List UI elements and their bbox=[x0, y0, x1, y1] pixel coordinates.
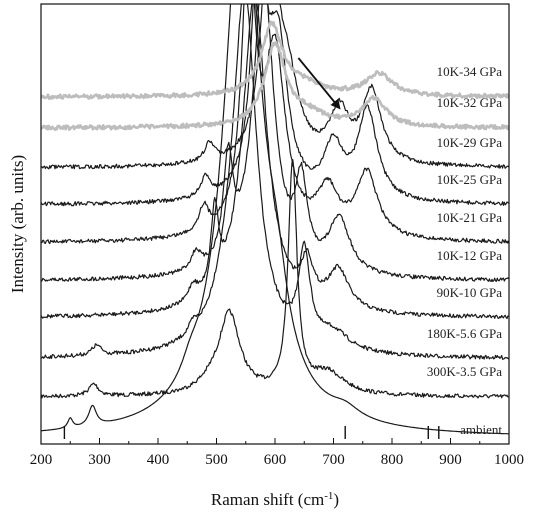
x-tick-label: 900 bbox=[439, 452, 462, 468]
spectrum-line bbox=[41, 4, 509, 207]
spectrum-line bbox=[41, 20, 509, 100]
spectrum-line bbox=[41, 40, 509, 131]
series-label: 10K-25 GPa bbox=[437, 172, 503, 187]
x-tick-label: 400 bbox=[147, 452, 170, 468]
y-axis-title: Intensity (arb. units) bbox=[8, 155, 27, 293]
spectrum-line bbox=[41, 4, 509, 245]
x-axis-title-text: Raman shift (cm bbox=[211, 490, 324, 509]
pressure-arrow bbox=[297, 57, 341, 110]
series-label: ambient bbox=[460, 422, 502, 437]
series-label: 10K-29 GPa bbox=[437, 135, 503, 150]
series-label: 300K-3.5 GPa bbox=[427, 364, 502, 379]
spectrum-line bbox=[41, 4, 509, 283]
x-axis-title-sup: -1 bbox=[324, 490, 333, 502]
series-label: 10K-21 GPa bbox=[437, 210, 503, 225]
curve-labels: ambient 300K-3.5 GPa 180K-5.6 GPa 90K-10 GP… bbox=[427, 64, 502, 437]
x-tick-label: 600 bbox=[264, 452, 287, 468]
series-label: 10K-12 GPa bbox=[437, 248, 503, 263]
series-label: 10K-32 GPa bbox=[437, 95, 503, 110]
x-tick-label: 800 bbox=[381, 452, 404, 468]
spectra-curves bbox=[41, 4, 509, 435]
ambient-reference-ticks bbox=[63, 426, 440, 439]
x-tick-label: 1000 bbox=[494, 452, 524, 468]
spectrum-line bbox=[41, 4, 509, 360]
spectrum-line bbox=[41, 159, 509, 399]
x-tick-label: 300 bbox=[88, 452, 111, 468]
x-tick-label: 500 bbox=[205, 452, 228, 468]
x-axis-title-close: ) bbox=[333, 490, 339, 509]
x-tick-label: 700 bbox=[322, 452, 345, 468]
spectrum-line bbox=[41, 4, 509, 320]
x-axis: 200 300 400 500 600 700 800 900 1000 bbox=[30, 438, 524, 468]
series-label: 90K-10 GPa bbox=[437, 285, 503, 300]
spectrum-line bbox=[41, 4, 509, 435]
series-label: 10K-34 GPa bbox=[437, 64, 503, 79]
spectrum-line bbox=[41, 4, 509, 170]
x-tick-label: 200 bbox=[30, 452, 53, 468]
x-axis-title: Raman shift (cm-1) bbox=[211, 490, 339, 509]
series-label: 180K-5.6 GPa bbox=[427, 326, 502, 341]
